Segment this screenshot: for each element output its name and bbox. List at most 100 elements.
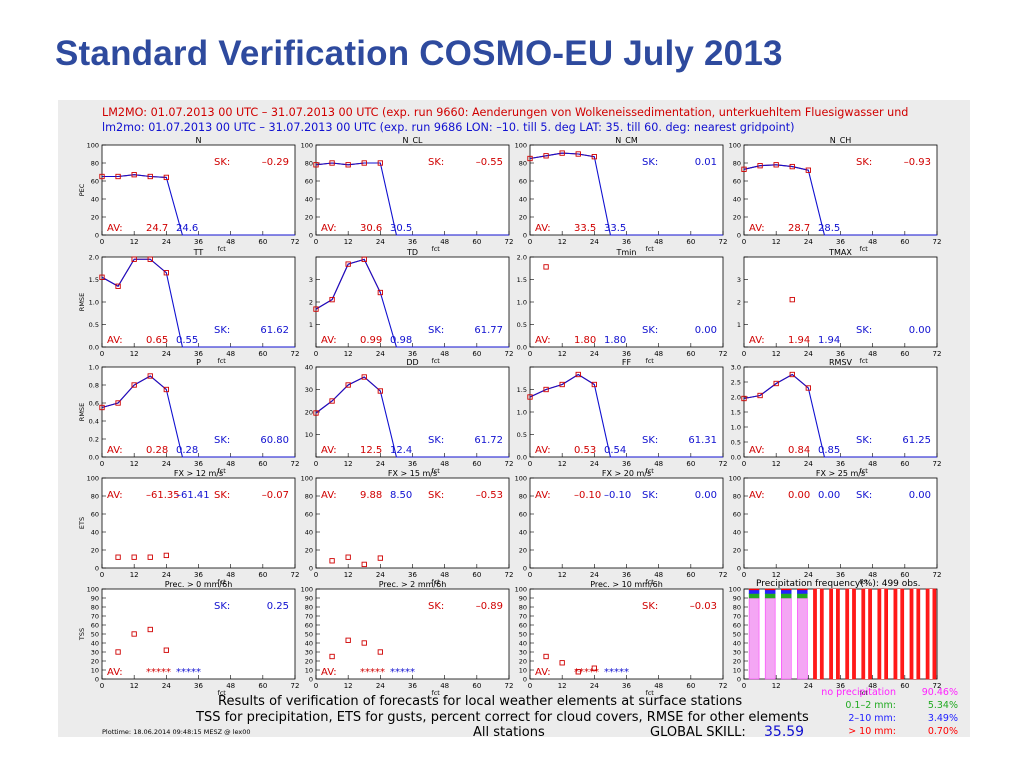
- x-tick-label: 24: [804, 350, 813, 358]
- x-tick-label: 36: [194, 350, 203, 358]
- x-axis-label: fct: [859, 467, 868, 475]
- x-tick-label: 0: [742, 682, 746, 690]
- sk-label: SK:: [642, 435, 658, 446]
- x-tick-label: 12: [344, 350, 353, 358]
- sk-value: 0.00: [909, 325, 931, 336]
- data-marker: [131, 554, 137, 560]
- x-tick-label: 24: [804, 571, 813, 579]
- y-tick-label: 1.0: [517, 409, 527, 417]
- bar-segment: [781, 597, 792, 680]
- sk-label: SK:: [642, 601, 658, 612]
- x-tick-label: 24: [162, 460, 171, 468]
- y-axis-label: PEC: [78, 183, 86, 196]
- x-tick-label: 0: [528, 238, 532, 246]
- x-tick-label: 12: [772, 682, 781, 690]
- x-tick-label: 12: [344, 571, 353, 579]
- data-marker: [313, 162, 319, 168]
- x-tick-label: 48: [440, 350, 449, 358]
- panel-title: N_CM: [615, 136, 638, 145]
- y-tick-label: 20: [305, 658, 313, 666]
- x-tick-label: 0: [314, 350, 318, 358]
- x-tick-label: 60: [472, 460, 481, 468]
- chart-panel-12: FX > 12 m/s 0 20 40 60 80 100 0 12 24 36 48 60 72 fct E…: [78, 469, 299, 586]
- y-tick-label: 20: [91, 214, 99, 222]
- x-axis-label: fct: [217, 578, 226, 586]
- x-tick-label: 0: [528, 350, 532, 358]
- y-tick-label: 20: [733, 214, 741, 222]
- y-tick-label: 80: [91, 604, 99, 612]
- x-tick-label: 0: [528, 682, 532, 690]
- plot-frame: [315, 144, 510, 236]
- chart-panel-3: N_CH 0 20 40 60 80 100 0 12 24 36 48 60 72 fct SK: –0.93…: [729, 136, 942, 253]
- figure-header-line2: lm2mo: 01.07.2013 00 UTC – 31.07.2013 00…: [102, 121, 795, 134]
- y-tick-label: 3: [737, 276, 741, 284]
- x-tick-label: 48: [654, 571, 663, 579]
- y-tick-label: 40: [91, 529, 99, 537]
- av-value-1: 12.5: [360, 445, 382, 456]
- y-tick-label: 20: [519, 214, 527, 222]
- y-tick-label: 60: [519, 622, 527, 630]
- sk-label: SK:: [856, 435, 872, 446]
- y-tick-label: 80: [733, 604, 741, 612]
- x-tick-label: 60: [686, 350, 695, 358]
- y-tick-label: 100: [729, 475, 741, 483]
- x-tick-label: 12: [558, 350, 567, 358]
- y-tick-label: 1.0: [89, 364, 99, 372]
- data-marker: [115, 554, 121, 560]
- x-tick-label: 60: [258, 571, 267, 579]
- av-value-2: 33.5: [604, 223, 626, 234]
- x-tick-label: 72: [291, 460, 300, 468]
- bar-segment: [781, 588, 792, 591]
- precip-legend-value: 90.46%: [922, 687, 958, 698]
- sk-label: SK:: [428, 601, 444, 612]
- y-tick-label: 50: [519, 631, 527, 639]
- bar-segment: [748, 597, 760, 680]
- x-tick-label: 72: [505, 460, 514, 468]
- data-marker: [543, 153, 549, 159]
- plot-frame: [529, 144, 724, 236]
- panel-title: P: [196, 358, 201, 367]
- y-tick-label: 40: [733, 640, 741, 648]
- av-label: AV:: [749, 445, 765, 456]
- av-label: AV:: [107, 490, 123, 501]
- x-tick-label: 12: [130, 238, 139, 246]
- y-tick-label: 40: [305, 640, 313, 648]
- x-tick-label: 72: [719, 571, 728, 579]
- av-value-2: 0.98: [390, 335, 412, 346]
- x-axis-label: fct: [645, 689, 654, 697]
- sk-value: 61.77: [474, 325, 503, 336]
- av-label: AV:: [107, 445, 123, 456]
- sk-value: 0.01: [695, 157, 717, 168]
- data-marker: [527, 394, 533, 400]
- y-tick-label: 100: [87, 586, 99, 594]
- bar-segment: [797, 589, 808, 594]
- x-tick-label: 60: [472, 571, 481, 579]
- data-marker: [345, 162, 351, 168]
- sk-value: 61.31: [688, 435, 717, 446]
- panel-title: RMSV: [829, 358, 853, 367]
- panel-title: FX > 12 m/s: [174, 469, 223, 478]
- x-axis-label: fct: [645, 357, 654, 365]
- x-tick-label: 48: [226, 682, 235, 690]
- x-tick-label: 48: [868, 350, 877, 358]
- x-tick-label: 60: [900, 460, 909, 468]
- bar-stripe: [849, 589, 853, 679]
- x-tick-label: 0: [314, 571, 318, 579]
- x-tick-label: 48: [654, 350, 663, 358]
- x-tick-label: 60: [258, 460, 267, 468]
- x-tick-label: 24: [590, 571, 599, 579]
- panel-title: Tmin: [616, 248, 637, 257]
- data-marker: [131, 382, 137, 388]
- data-marker: [131, 631, 137, 637]
- y-tick-label: 70: [305, 613, 313, 621]
- panel-title: FF: [622, 358, 632, 367]
- y-tick-label: 0.6: [89, 400, 99, 408]
- y-tick-label: 1.0: [731, 424, 741, 432]
- y-tick-label: 0.0: [731, 454, 741, 462]
- plot-frame: [743, 366, 938, 458]
- x-tick-label: 60: [686, 571, 695, 579]
- y-tick-label: 100: [515, 475, 527, 483]
- data-marker: [131, 256, 137, 262]
- x-tick-label: 24: [162, 238, 171, 246]
- x-tick-label: 60: [472, 350, 481, 358]
